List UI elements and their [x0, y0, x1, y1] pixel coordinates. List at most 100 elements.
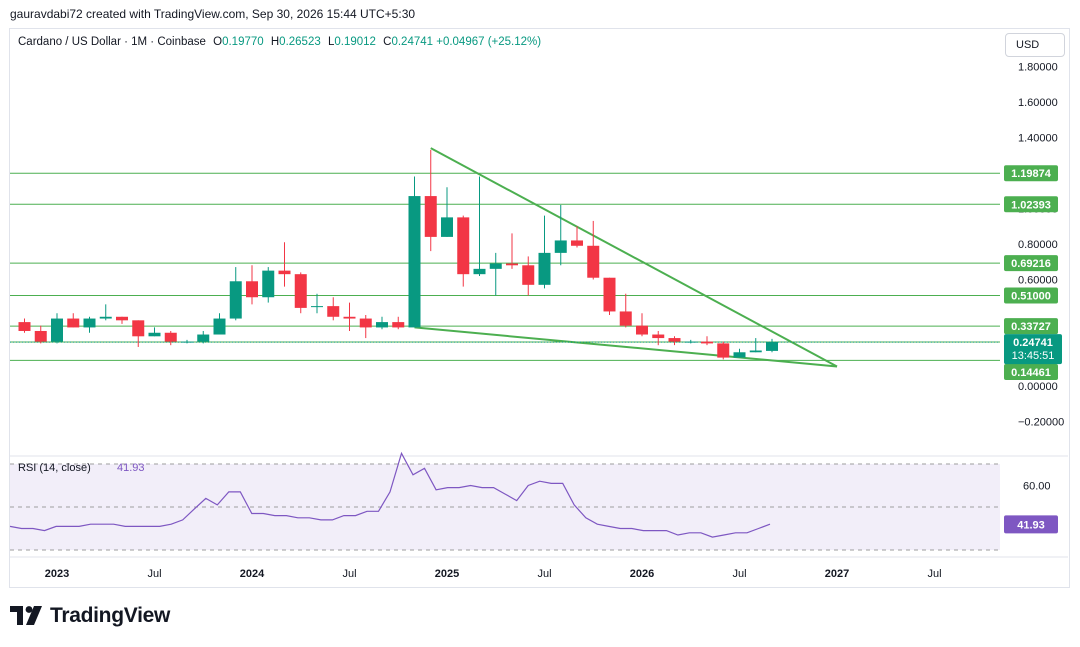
candle-body: [359, 318, 372, 328]
candle-body: [441, 217, 453, 237]
candle-body: [717, 343, 730, 358]
level-badge-label: 0.33727: [1011, 321, 1051, 333]
candle-body: [489, 263, 502, 269]
time-tick-label: 2027: [825, 568, 849, 580]
candle-body: [554, 240, 567, 253]
candle-body: [701, 341, 713, 344]
low-value: 0.19012: [334, 36, 376, 48]
candle-body: [749, 350, 762, 353]
chart-frame: [9, 28, 1070, 588]
open-value: 0.19770: [222, 36, 264, 48]
level-badge: [1004, 196, 1058, 213]
candle-body: [278, 270, 291, 275]
level-badge-label: 0.14461: [1011, 367, 1051, 379]
candle-body: [522, 265, 535, 285]
close-value: 0.24741: [391, 36, 434, 48]
candle-body: [132, 320, 145, 337]
rsi-line: [9, 451, 771, 538]
tradingview-brand: TradingView: [10, 604, 170, 628]
candle-body: [668, 338, 681, 342]
candle-body: [392, 322, 405, 328]
level-badge: [1004, 318, 1058, 335]
rsi-legend-title: RSI (14, close): [18, 462, 91, 474]
time-tick-label: 2026: [630, 568, 654, 580]
ohlc-legend: Cardano / US Dollar · 1M · Coinbase O0.1…: [18, 36, 541, 48]
time-tick-label: Jul: [537, 568, 551, 580]
candle-body: [213, 318, 226, 335]
level-badge-label: 0.69216: [1011, 258, 1051, 270]
symbol-title[interactable]: Cardano / US Dollar · 1M · Coinbase: [18, 36, 206, 48]
level-badge: [1004, 287, 1058, 304]
candle-body: [311, 306, 323, 308]
candle-body: [619, 311, 632, 326]
price-tick-label: 0.80000: [1018, 239, 1058, 251]
candle-body: [51, 318, 63, 342]
level-badge-label: 0.51000: [1011, 290, 1051, 302]
time-tick-label: Jul: [927, 568, 941, 580]
rsi-tick-label: 60.00: [1023, 481, 1051, 493]
time-tick-label: 2025: [435, 568, 459, 580]
candle-body: [457, 217, 470, 275]
candle-body: [603, 277, 616, 312]
countdown-label: 13:45:51: [1012, 350, 1055, 362]
level-badge: [1004, 255, 1058, 272]
candle-body: [408, 196, 421, 328]
rsi-legend-value: 41.93: [117, 462, 145, 474]
candle-body: [197, 334, 210, 342]
close-label: C: [383, 36, 392, 48]
tradingview-logo-icon: [10, 606, 42, 625]
candle-body: [83, 318, 96, 328]
candle-body: [376, 322, 388, 328]
candle-body: [343, 316, 356, 319]
change-value: +0.04967 (+25.12%): [436, 36, 542, 48]
candle-body: [34, 330, 47, 342]
candle-body: [571, 240, 583, 246]
price-tick-label: −0.20000: [1018, 417, 1064, 429]
open-label: O: [213, 36, 223, 48]
level-badge-label: 1.02393: [1011, 199, 1051, 211]
candle-body: [18, 322, 31, 331]
candle-body: [116, 316, 128, 321]
candle-body: [652, 334, 665, 339]
candle-body: [587, 245, 600, 278]
price-tick-label: 0.00000: [1018, 381, 1058, 393]
level-badge: [1004, 165, 1058, 182]
current-price-label: 0.24741: [1013, 337, 1053, 349]
candle-body: [766, 342, 778, 351]
current-price-badge: [1004, 334, 1062, 365]
price-tick-label: 1.80000: [1018, 62, 1058, 74]
candle-body: [262, 270, 275, 298]
candle-body: [473, 268, 486, 275]
price-tick-label: 1.40000: [1018, 133, 1058, 145]
time-tick-label: 2023: [45, 568, 69, 580]
candle-body: [164, 332, 177, 342]
candle-body: [636, 325, 648, 335]
candle-body: [181, 341, 193, 343]
rsi-value-badge-label: 41.93: [1017, 519, 1045, 531]
level-badge-label: 1.19874: [1011, 168, 1052, 180]
time-tick-label: Jul: [732, 568, 746, 580]
currency-button[interactable]: USD: [1005, 33, 1065, 57]
candle-body: [229, 281, 242, 319]
candle-body: [294, 274, 307, 308]
trendline: [414, 326, 838, 368]
candle-body: [538, 252, 551, 285]
candle-body: [327, 306, 340, 317]
candle-body: [246, 281, 258, 298]
time-tick-label: Jul: [342, 568, 356, 580]
low-label: L: [327, 36, 335, 48]
brand-name: TradingView: [50, 604, 171, 627]
currency-label: USD: [1016, 39, 1040, 51]
time-tick-label: 2024: [240, 568, 265, 580]
candle-body: [148, 332, 161, 337]
high-label: H: [270, 36, 280, 48]
candle-body: [733, 352, 746, 358]
chart-credit: gauravdabi72 created with TradingView.co…: [10, 7, 416, 21]
high-value: 0.26523: [279, 36, 321, 48]
level-badge: [1004, 364, 1058, 380]
price-tick-label: 1.60000: [1018, 97, 1058, 109]
price-tick-label: 0.60000: [1018, 275, 1058, 287]
trendline: [430, 147, 838, 368]
candle-body: [506, 263, 518, 266]
